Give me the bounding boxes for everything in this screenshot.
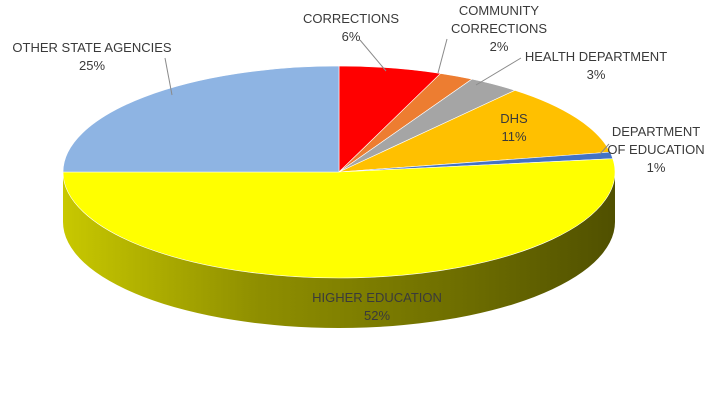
- label-other-state-agencies: OTHER STATE AGENCIES 25%: [12, 40, 171, 73]
- pie-slice-higher-education: [62, 158, 616, 279]
- pie-top-layer: [62, 65, 616, 279]
- label-dhs: DHS 11%: [500, 111, 528, 144]
- label-community-corrections: COMMUNITY CORRECTIONS 2%: [451, 3, 547, 54]
- slice-name-label: DHS: [500, 111, 528, 126]
- leader-line-other-state-agencies: [164, 57, 173, 96]
- pie-slice-other-state-agencies: [62, 65, 340, 173]
- label-higher-education: HIGHER EDUCATION 52%: [312, 290, 442, 323]
- slice-percent-label: 2%: [490, 39, 509, 54]
- slice-percent-label: 11%: [501, 129, 526, 144]
- slice-percent-label: 52%: [364, 308, 390, 323]
- slice-name-label: HIGHER EDUCATION: [312, 290, 442, 305]
- slice-percent-label: 1%: [647, 160, 666, 175]
- leader-lines: [164, 38, 610, 155]
- pie-side-layer: [63, 172, 615, 328]
- pie-side-higher-education: [63, 172, 615, 328]
- slice-labels: CORRECTIONS 6% COMMUNITY CORRECTIONS 2% HEALT…: [12, 3, 704, 323]
- label-department-of-education: DEPARTMENT OF EDUCATION 1%: [607, 124, 704, 175]
- leader-line-corrections: [359, 39, 387, 72]
- slice-name-label: DEPARTMENT: [612, 124, 700, 139]
- slice-name-label: CORRECTIONS: [451, 21, 547, 36]
- slice-name-label: HEALTH DEPARTMENT: [525, 49, 667, 64]
- slice-percent-label: 3%: [587, 67, 606, 82]
- pie-slice-dhs: [338, 90, 611, 173]
- leader-line-health-department: [475, 57, 522, 86]
- slice-name-label: COMMUNITY: [459, 3, 539, 18]
- slice-name-label: CORRECTIONS: [303, 11, 399, 26]
- label-health-department: HEALTH DEPARTMENT 3%: [525, 49, 667, 82]
- label-corrections: CORRECTIONS 6%: [303, 11, 399, 44]
- slice-percent-label: 25%: [79, 58, 105, 73]
- slice-percent-label: 6%: [342, 29, 361, 44]
- slice-name-label: OF EDUCATION: [607, 142, 704, 157]
- leader-line-community-corrections: [437, 38, 448, 74]
- leader-line-department-of-education: [599, 143, 610, 155]
- slice-name-label: OTHER STATE AGENCIES: [12, 40, 171, 55]
